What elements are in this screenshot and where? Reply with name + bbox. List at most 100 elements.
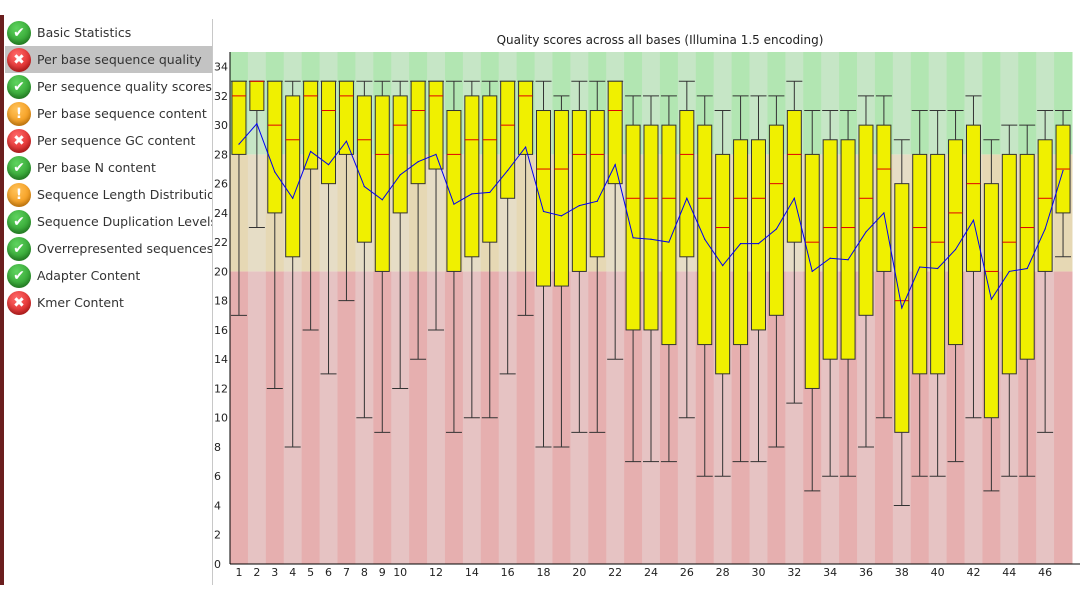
mean-point bbox=[972, 219, 975, 221]
mean-point bbox=[256, 123, 258, 125]
module-item-kmer-content[interactable]: ✖ Kmer Content bbox=[5, 289, 212, 316]
boxplot-47 bbox=[1055, 110, 1072, 258]
iqr-box bbox=[912, 153, 928, 375]
boxplot-32 bbox=[786, 80, 803, 404]
iqr-box bbox=[410, 80, 426, 185]
y-tick-label: 22 bbox=[214, 236, 228, 249]
module-label: Per base sequence content bbox=[37, 106, 207, 121]
module-item-adapter-content[interactable]: ✔ Adapter Content bbox=[5, 262, 212, 289]
iqr-box bbox=[965, 124, 981, 272]
module-item-per-base-n-content[interactable]: ✔ Per base N content bbox=[5, 154, 212, 181]
x-tick-label: 20 bbox=[572, 566, 586, 579]
module-item-per-base-sequence-content[interactable]: ! Per base sequence content bbox=[5, 100, 212, 127]
iqr-box bbox=[231, 80, 247, 155]
boxplot-27 bbox=[696, 95, 713, 477]
module-item-sequence-length-distribution[interactable]: ! Sequence Length Distribution bbox=[5, 181, 212, 208]
mean-point bbox=[327, 164, 330, 166]
module-item-per-sequence-gc-content[interactable]: ✖ Per sequence GC content bbox=[5, 127, 212, 154]
iqr-box bbox=[733, 139, 749, 346]
iqr-box bbox=[643, 124, 659, 331]
y-tick-label: 8 bbox=[214, 441, 221, 454]
zone-cell bbox=[337, 271, 356, 564]
y-tick-label: 26 bbox=[214, 178, 228, 191]
y-tick-label: 14 bbox=[214, 353, 228, 366]
zone-cell bbox=[946, 52, 966, 155]
iqr-box bbox=[428, 80, 444, 170]
module-item-basic-statistics[interactable]: ✔ Basic Statistics bbox=[5, 19, 212, 46]
iqr-box bbox=[464, 95, 480, 258]
iqr-box bbox=[625, 124, 641, 331]
y-tick-label: 24 bbox=[214, 207, 228, 220]
mean-point bbox=[310, 150, 312, 153]
mean-point bbox=[722, 264, 724, 267]
x-tick-label: 7 bbox=[343, 566, 350, 579]
mean-point bbox=[829, 257, 831, 259]
x-tick-label: 24 bbox=[644, 566, 658, 579]
module-item-overrepresented-sequences[interactable]: ✔ Overrepresented sequences bbox=[5, 235, 212, 262]
boxplot-31 bbox=[768, 95, 785, 448]
mean-point bbox=[381, 199, 383, 201]
mean-point bbox=[507, 169, 509, 172]
zone-cell bbox=[839, 52, 858, 155]
check-icon: ✔ bbox=[7, 236, 31, 261]
mean-point bbox=[292, 197, 294, 199]
zone-cell bbox=[785, 271, 804, 564]
zone-cell bbox=[498, 271, 518, 564]
y-tick-label: 34 bbox=[214, 61, 228, 74]
module-item-sequence-duplication-levels[interactable]: ✔ Sequence Duplication Levels bbox=[5, 208, 212, 235]
boxplot-39 bbox=[911, 110, 928, 477]
mean-point bbox=[596, 200, 598, 202]
check-icon: ✔ bbox=[7, 20, 31, 45]
zone-cell bbox=[803, 52, 822, 155]
module-label: Sequence Duplication Levels bbox=[37, 214, 212, 229]
boxplot-1 bbox=[230, 80, 247, 316]
mean-point bbox=[399, 174, 401, 176]
boxplot-8 bbox=[356, 80, 373, 419]
iqr-box bbox=[446, 110, 462, 272]
mean-point bbox=[471, 193, 473, 195]
iqr-box bbox=[858, 124, 874, 316]
iqr-box bbox=[321, 80, 337, 185]
iqr-box bbox=[589, 110, 605, 258]
mean-point bbox=[937, 267, 939, 270]
iqr-box bbox=[1019, 153, 1035, 360]
mean-point bbox=[274, 171, 276, 173]
zone-cell bbox=[713, 52, 733, 155]
module-label: Sequence Length Distribution bbox=[37, 187, 212, 202]
x-tick-label: 42 bbox=[966, 566, 980, 579]
check-icon: ✔ bbox=[7, 74, 31, 99]
boxplot-12 bbox=[428, 80, 445, 331]
boxplot-44 bbox=[1001, 124, 1018, 477]
zone-cell bbox=[1018, 52, 1037, 155]
iqr-box bbox=[607, 80, 623, 185]
y-tick-label: 18 bbox=[214, 295, 228, 308]
x-tick-label: 18 bbox=[537, 566, 551, 579]
module-label: Per base sequence quality bbox=[37, 52, 202, 67]
x-tick-label: 40 bbox=[931, 566, 945, 579]
mean-point bbox=[686, 197, 688, 199]
mean-point bbox=[1008, 270, 1010, 273]
module-item-per-base-sequence-quality[interactable]: ✖ Per base sequence quality bbox=[5, 46, 212, 73]
x-tick-label: 46 bbox=[1038, 566, 1052, 579]
y-tick-label: 30 bbox=[214, 119, 228, 132]
exclamation-icon: ! bbox=[7, 182, 31, 207]
boxplot-21 bbox=[589, 80, 606, 433]
boxplot-23 bbox=[625, 95, 642, 463]
x-tick-label: 4 bbox=[289, 566, 296, 579]
y-tick-label: 28 bbox=[214, 148, 228, 161]
boxplot-43 bbox=[983, 139, 1000, 492]
x-tick-label: 12 bbox=[429, 566, 443, 579]
x-tick-label: 32 bbox=[787, 566, 801, 579]
module-item-per-sequence-quality-scores[interactable]: ✔ Per sequence quality scores bbox=[5, 73, 212, 100]
boxplot-19 bbox=[553, 95, 570, 448]
zone-cell bbox=[910, 52, 930, 155]
iqr-box bbox=[876, 124, 892, 272]
boxplot-20 bbox=[571, 80, 588, 433]
boxplot-40 bbox=[929, 110, 946, 477]
mean-point bbox=[1062, 169, 1064, 172]
boxplots bbox=[230, 80, 1072, 506]
mean-point bbox=[775, 228, 778, 230]
cross-icon: ✖ bbox=[7, 128, 31, 153]
x-tick-label: 5 bbox=[307, 566, 314, 579]
